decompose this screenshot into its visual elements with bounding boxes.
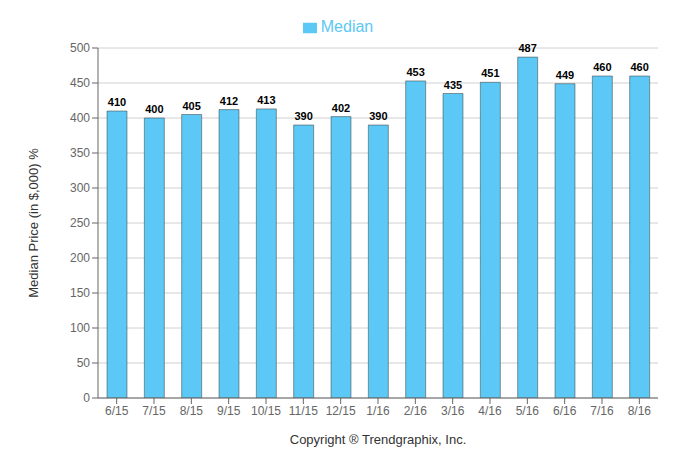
svg-text:1/16: 1/16 — [366, 404, 390, 418]
svg-text:9/15: 9/15 — [217, 404, 241, 418]
svg-text:4/16: 4/16 — [478, 404, 502, 418]
svg-text:451: 451 — [481, 67, 499, 79]
svg-text:402: 402 — [332, 102, 350, 114]
svg-text:2/16: 2/16 — [404, 404, 428, 418]
svg-text:500: 500 — [70, 41, 90, 55]
svg-text:250: 250 — [70, 216, 90, 230]
svg-text:410: 410 — [108, 96, 126, 108]
svg-text:10/15: 10/15 — [251, 404, 281, 418]
svg-text:405: 405 — [182, 100, 200, 112]
svg-text:200: 200 — [70, 251, 90, 265]
svg-text:390: 390 — [294, 110, 312, 122]
svg-text:400: 400 — [145, 103, 163, 115]
svg-text:100: 100 — [70, 321, 90, 335]
svg-text:3/16: 3/16 — [441, 404, 465, 418]
svg-text:8/16: 8/16 — [628, 404, 652, 418]
svg-text:6/15: 6/15 — [105, 404, 129, 418]
svg-text:11/15: 11/15 — [289, 404, 318, 418]
svg-text:413: 413 — [257, 94, 275, 106]
svg-text:412: 412 — [220, 95, 238, 107]
svg-text:0: 0 — [83, 391, 90, 405]
svg-text:450: 450 — [70, 76, 90, 90]
svg-text:460: 460 — [593, 61, 611, 73]
svg-text:Copyright ® Trendgraphix, Inc.: Copyright ® Trendgraphix, Inc. — [290, 432, 467, 447]
svg-text:460: 460 — [630, 61, 648, 73]
svg-text:50: 50 — [77, 356, 91, 370]
svg-text:150: 150 — [70, 286, 90, 300]
svg-text:7/15: 7/15 — [142, 404, 166, 418]
svg-text:487: 487 — [518, 42, 536, 54]
svg-text:5/16: 5/16 — [516, 404, 540, 418]
svg-text:390: 390 — [369, 110, 387, 122]
svg-text:8/15: 8/15 — [180, 404, 204, 418]
svg-text:449: 449 — [556, 69, 574, 81]
svg-text:Median Price (in $,000) %: Median Price (in $,000) % — [26, 148, 41, 298]
svg-text:7/16: 7/16 — [590, 404, 614, 418]
svg-text:435: 435 — [444, 79, 462, 91]
html-text:Median: Median — [320, 18, 374, 35]
svg-text:6/16: 6/16 — [553, 404, 577, 418]
svg-text:12/15: 12/15 — [326, 404, 356, 418]
svg-text:453: 453 — [406, 66, 424, 78]
svg-text:400: 400 — [70, 111, 90, 125]
svg-text:300: 300 — [70, 181, 90, 195]
svg-text:350: 350 — [70, 146, 90, 160]
